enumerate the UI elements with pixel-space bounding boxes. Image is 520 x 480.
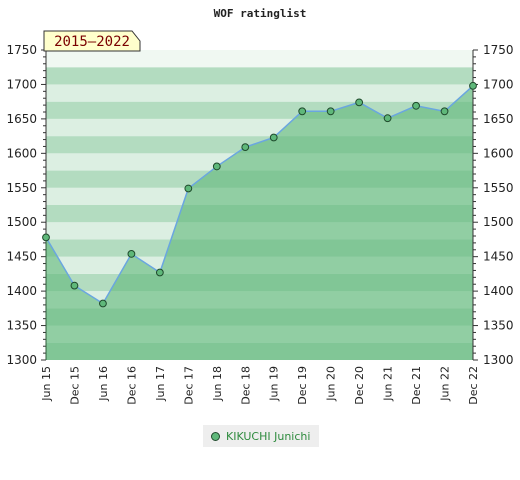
y-tick-label-right: 1450: [483, 250, 514, 264]
x-tick-label: Dec 15: [68, 366, 81, 405]
data-point[interactable]: [241, 143, 250, 152]
y-tick-label-right: 1350: [483, 319, 514, 333]
y-tick-label-left: 1450: [6, 250, 37, 264]
y-tick-label-left: 1550: [6, 181, 37, 195]
year-range-label: 2015–2022: [54, 34, 130, 50]
data-point[interactable]: [155, 268, 164, 277]
y-tick-label-right: 1400: [483, 284, 514, 298]
data-point[interactable]: [469, 81, 477, 90]
data-point[interactable]: [412, 101, 420, 110]
y-tick-label-right: 1550: [483, 181, 514, 195]
data-point[interactable]: [184, 184, 193, 193]
y-tick-label-right: 1750: [483, 43, 514, 57]
x-tick-label: Jun 15: [40, 366, 53, 402]
data-point[interactable]: [212, 162, 221, 171]
data-point[interactable]: [355, 98, 364, 107]
series-line-path: [45, 85, 474, 305]
x-tick-label: Jun 16: [97, 366, 110, 402]
area-fill-shape: [46, 85, 473, 361]
y-tick-labels-left: 1300 1350 1400 1450 1500 1550 1600 1650 1700 1750: [6, 43, 37, 367]
series-points: [42, 81, 477, 308]
y-tick-label-left: 1500: [6, 215, 37, 229]
data-point[interactable]: [383, 114, 392, 123]
x-tick-label: Dec 16: [125, 366, 138, 405]
data-point[interactable]: [269, 133, 278, 142]
y-tick-label-left: 1400: [6, 284, 37, 298]
x-tick-label: Dec 19: [296, 366, 309, 405]
y-tick-label-left: 1300: [6, 353, 37, 367]
x-tick-label: Dec 22: [467, 366, 480, 405]
area-fill: [46, 85, 473, 361]
year-range-badge: 2015–2022: [43, 30, 141, 52]
y-tick-label-right: 1700: [483, 77, 514, 91]
data-point[interactable]: [70, 281, 79, 290]
x-tick-label: Dec 18: [239, 366, 252, 405]
x-tick-label: Jun 19: [268, 366, 281, 402]
x-tick-label: Jun 18: [211, 366, 224, 402]
data-point[interactable]: [326, 107, 335, 116]
x-tick-label: Jun 21: [382, 366, 395, 402]
band: [46, 84, 473, 102]
x-tick-label: Dec 21: [410, 366, 423, 405]
legend-marker-icon: [211, 431, 220, 441]
x-tick-label: Jun 22: [439, 366, 452, 402]
x-tick-label: Dec 17: [182, 366, 195, 405]
legend[interactable]: KIKUCHI Junichi: [203, 425, 319, 447]
data-point[interactable]: [298, 107, 307, 116]
y-tick-label-left: 1600: [6, 146, 37, 160]
data-point[interactable]: [99, 299, 107, 308]
y-tick-label-left: 1650: [6, 112, 37, 126]
y-tick-label-left: 1700: [6, 77, 37, 91]
x-tick-label: Jun 20: [325, 366, 338, 402]
chart-title: WOF ratinglist: [214, 7, 307, 20]
y-tick-label-left: 1750: [6, 43, 37, 57]
legend-label: KIKUCHI Junichi: [226, 429, 311, 443]
data-point[interactable]: [42, 233, 50, 242]
x-tick-label: Dec 20: [353, 366, 366, 405]
band: [46, 67, 473, 85]
data-point[interactable]: [440, 107, 449, 116]
y-tick-label-right: 1300: [483, 353, 514, 367]
y-tick-label-left: 1350: [6, 319, 37, 333]
y-tick-labels-right: 1300 1350 1400 1450 1500 1550 1600 1650 1700 1750: [483, 43, 514, 367]
band: [46, 50, 473, 68]
x-tick-label: Jun 17: [154, 366, 167, 402]
x-tick-labels: Jun 15 Dec 15 Jun 16 Dec 16 Jun 17 Dec 17 Jun …: [40, 366, 480, 405]
y-tick-label-right: 1600: [483, 146, 514, 160]
series-line: [45, 85, 474, 360]
y-tick-label-right: 1500: [483, 215, 514, 229]
y-tick-label-right: 1650: [483, 112, 514, 126]
data-point[interactable]: [127, 250, 136, 258]
